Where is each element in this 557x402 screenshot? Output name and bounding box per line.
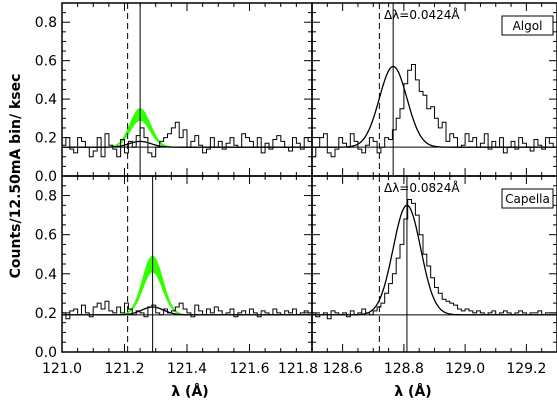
- model-band: [62, 255, 312, 316]
- y-tick-label: 0.6: [35, 228, 57, 244]
- y-tick-label: 0.8: [35, 189, 57, 205]
- panel-frame: [61, 175, 313, 353]
- y-tick-label: 0.2: [35, 306, 57, 322]
- x-tick-label: 129.2: [506, 361, 546, 377]
- y-tick-label: 0.4: [35, 267, 57, 283]
- fit-curve: [312, 204, 557, 316]
- x-axis-label-right: λ (Å): [394, 383, 431, 400]
- x-tick-label: 121.0: [42, 361, 82, 377]
- panel-frame: [61, 2, 313, 177]
- legend-label: Capella: [505, 192, 550, 206]
- histogram-series: [312, 199, 557, 320]
- panel-top-left: 0.0 0.2 0.4 0.6 0.8: [35, 2, 313, 185]
- panel-top-right: Algol Δλ=0.0424Å: [311, 2, 557, 177]
- x-tick-label: 129.0: [445, 361, 485, 377]
- legend-box: [501, 15, 554, 36]
- y-tick-label: 0.4: [35, 92, 57, 108]
- model-band: [62, 108, 312, 148]
- panel-bottom-left: 0.0 0.2 0.4 0.6 0.8: [35, 175, 313, 361]
- fit-curve: [62, 140, 312, 148]
- x-tick-label: 121.8: [278, 361, 318, 377]
- panel-bottom-right: Capella Δλ=0.0824Å: [311, 175, 557, 353]
- y-tick-label: 0.6: [35, 54, 57, 70]
- histogram-series: [62, 121, 312, 158]
- delta-lambda-annotation: Δλ=0.0824Å: [384, 180, 460, 195]
- y-tick-label: 0.8: [35, 15, 57, 31]
- x-axis-label-left: λ (Å): [171, 383, 208, 400]
- y-tick-label: 0.0: [35, 345, 57, 361]
- fit-curve: [312, 65, 557, 148]
- x-tick-label: 121.2: [104, 361, 144, 377]
- x-tick-label: 128.8: [384, 361, 424, 377]
- y-tick-label: 0.0: [35, 169, 57, 185]
- histogram-series: [62, 300, 312, 320]
- fit-curve: [62, 306, 312, 316]
- y-axis-label: Counts/12.50mA bin/ ksec: [8, 74, 24, 279]
- delta-lambda-annotation: Δλ=0.0424Å: [384, 7, 460, 22]
- legend-label: Algol: [513, 19, 543, 33]
- x-tick-label: 128.6: [323, 361, 363, 377]
- legend-box: [501, 188, 554, 209]
- x-tick-label: 121.6: [229, 361, 269, 377]
- x-tick-label: 121.4: [167, 361, 207, 377]
- y-tick-label: 0.2: [35, 131, 57, 147]
- histogram-series: [312, 64, 557, 158]
